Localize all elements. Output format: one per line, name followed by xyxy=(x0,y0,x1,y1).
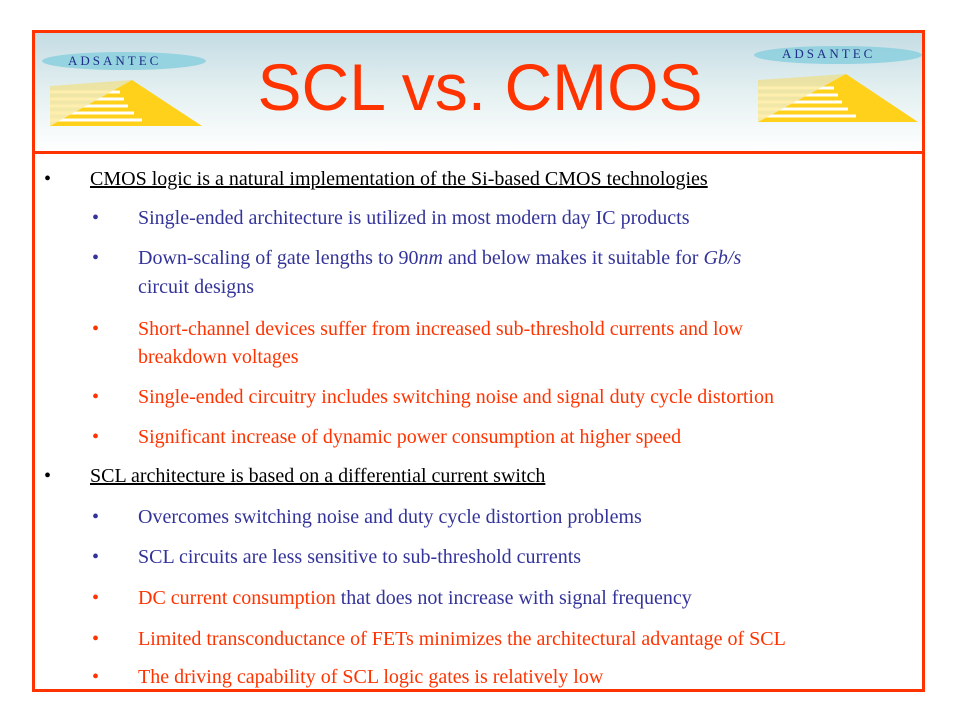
bullet-marker: • xyxy=(92,506,100,528)
bullet-text: Down-scaling of gate lengths to 90nm and… xyxy=(138,247,742,269)
bullet-text: DC current consumption that does not inc… xyxy=(138,587,692,609)
adsantec-logo-left: ADSANTEC xyxy=(42,46,207,128)
bullet-marker: • xyxy=(92,247,100,269)
bullet-marker: • xyxy=(44,168,52,190)
bullet-text: Short-channel devices suffer from increa… xyxy=(138,318,743,340)
bullet-text: Limited transconductance of FETs minimiz… xyxy=(138,628,786,650)
bullet-text: Significant increase of dynamic power co… xyxy=(138,426,682,448)
logo-text: ADSANTEC xyxy=(782,46,876,61)
bullet-marker: • xyxy=(92,666,100,688)
bullet-text: Single-ended circuitry includes switchin… xyxy=(138,386,774,408)
bullet-marker: • xyxy=(92,546,100,568)
bullet-marker: • xyxy=(92,426,100,448)
logo-graphic-icon xyxy=(754,46,922,122)
bullet-text: breakdown voltages xyxy=(138,346,299,368)
slide-frame xyxy=(32,30,925,692)
bullet-marker: • xyxy=(92,628,100,650)
bullet-marker: • xyxy=(44,465,52,487)
bullet-text: SCL circuits are less sensitive to sub-t… xyxy=(138,546,582,568)
bullet-marker: • xyxy=(92,587,100,609)
bullet-text: The driving capability of SCL logic gate… xyxy=(138,666,604,688)
slide-title: SCL vs. CMOS xyxy=(257,50,703,124)
logo-text: ADSANTEC xyxy=(68,53,162,68)
bullet-marker: • xyxy=(92,207,100,229)
bullet-text: Overcomes switching noise and duty cycle… xyxy=(138,506,642,528)
bullet-text: Single-ended architecture is utilized in… xyxy=(138,207,690,229)
adsantec-logo-right: ADSANTEC xyxy=(752,42,924,124)
bullet-marker: • xyxy=(92,318,100,340)
bullet-text: CMOS logic is a natural implementation o… xyxy=(90,168,708,190)
logo-graphic-icon xyxy=(42,52,206,126)
bullet-text: circuit designs xyxy=(138,276,255,298)
bullet-text: SCL architecture is based on a different… xyxy=(90,465,546,487)
bullet-marker: • xyxy=(92,386,100,408)
